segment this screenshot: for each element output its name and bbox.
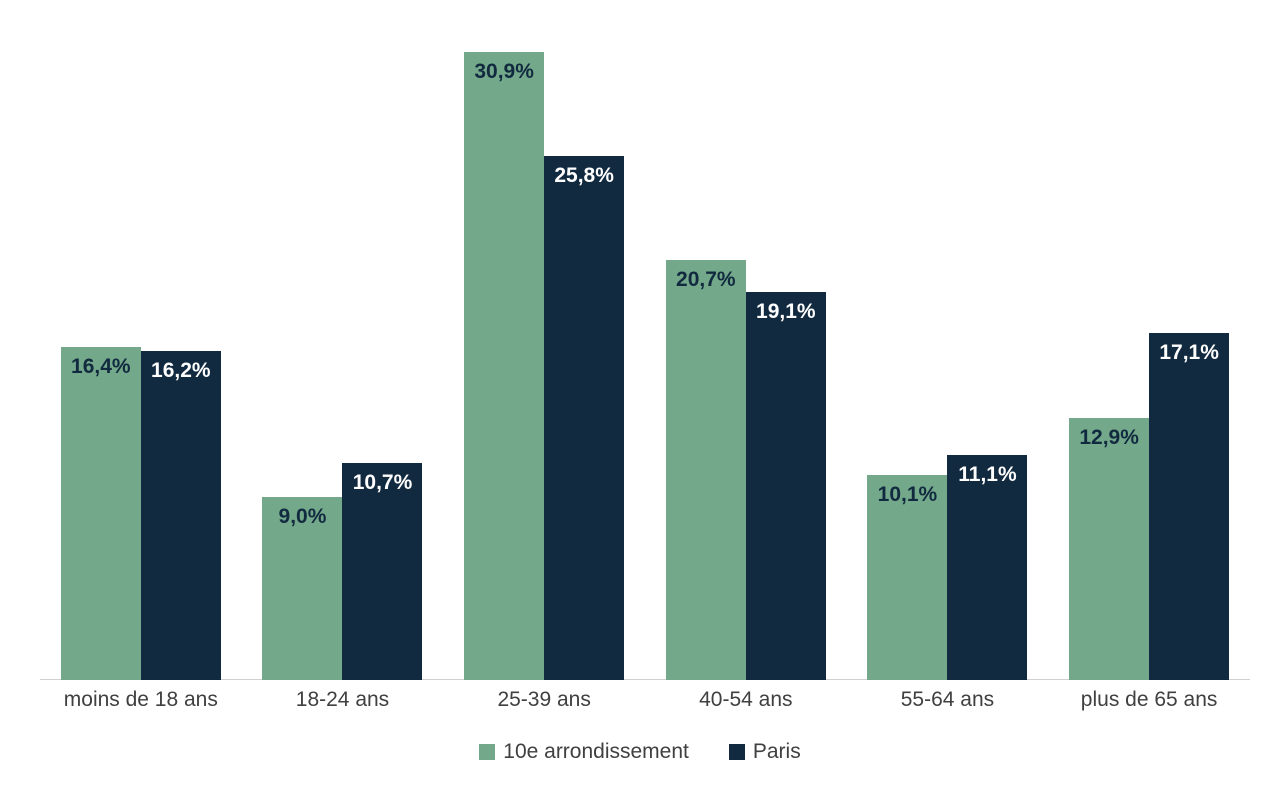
legend-label: Paris xyxy=(753,740,801,764)
bar-s2: 17,1% xyxy=(1149,333,1229,680)
bar-group: 10,1% 11,1% xyxy=(867,455,1027,680)
value-label: 16,2% xyxy=(151,359,211,383)
bar-group: 9,0% 10,7% xyxy=(262,463,422,680)
value-label: 16,4% xyxy=(71,355,131,379)
bar-group: 20,7% 19,1% xyxy=(666,260,826,680)
value-label: 12,9% xyxy=(1079,426,1139,450)
bar-s1: 20,7% xyxy=(666,260,746,680)
plot-area: 16,4% 16,2% 9,0% 10,7% 30,9% 25,8% 20,7%… xyxy=(40,30,1250,680)
value-label: 17,1% xyxy=(1159,341,1219,365)
x-tick-label: 55-64 ans xyxy=(847,688,1049,712)
chart-legend: 10e arrondissement Paris xyxy=(0,740,1280,764)
bar-group: 12,9% 17,1% xyxy=(1069,333,1229,680)
bar-group: 30,9% 25,8% xyxy=(464,52,624,680)
bar-s2: 19,1% xyxy=(746,292,826,680)
bar-s2: 16,2% xyxy=(141,351,221,680)
x-tick-label: 18-24 ans xyxy=(242,688,444,712)
x-tick-label: moins de 18 ans xyxy=(40,688,242,712)
value-label: 11,1% xyxy=(958,463,1016,487)
legend-item-s1: 10e arrondissement xyxy=(479,740,689,764)
value-label: 10,7% xyxy=(353,471,413,495)
legend-label: 10e arrondissement xyxy=(503,740,689,764)
value-label: 30,9% xyxy=(474,60,534,84)
x-tick-label: 25-39 ans xyxy=(443,688,645,712)
age-distribution-bar-chart: 16,4% 16,2% 9,0% 10,7% 30,9% 25,8% 20,7%… xyxy=(0,0,1280,795)
legend-item-s2: Paris xyxy=(729,740,801,764)
value-label: 10,1% xyxy=(878,483,938,507)
legend-swatch-icon xyxy=(479,744,495,760)
legend-swatch-icon xyxy=(729,744,745,760)
bar-s1: 9,0% xyxy=(262,497,342,680)
bar-groups: 16,4% 16,2% 9,0% 10,7% 30,9% 25,8% 20,7%… xyxy=(40,30,1250,680)
bar-s1: 12,9% xyxy=(1069,418,1149,680)
x-tick-label: plus de 65 ans xyxy=(1048,688,1250,712)
value-label: 19,1% xyxy=(756,300,816,324)
bar-group: 16,4% 16,2% xyxy=(61,347,221,680)
value-label: 9,0% xyxy=(279,505,327,529)
x-axis-labels: moins de 18 ans 18-24 ans 25-39 ans 40-5… xyxy=(40,680,1250,720)
bar-s2: 10,7% xyxy=(342,463,422,680)
bar-s1: 16,4% xyxy=(61,347,141,680)
x-tick-label: 40-54 ans xyxy=(645,688,847,712)
bar-s1: 30,9% xyxy=(464,52,544,680)
bar-s2: 11,1% xyxy=(947,455,1027,680)
value-label: 25,8% xyxy=(554,164,614,188)
bar-s1: 10,1% xyxy=(867,475,947,680)
bar-s2: 25,8% xyxy=(544,156,624,680)
value-label: 20,7% xyxy=(676,268,736,292)
